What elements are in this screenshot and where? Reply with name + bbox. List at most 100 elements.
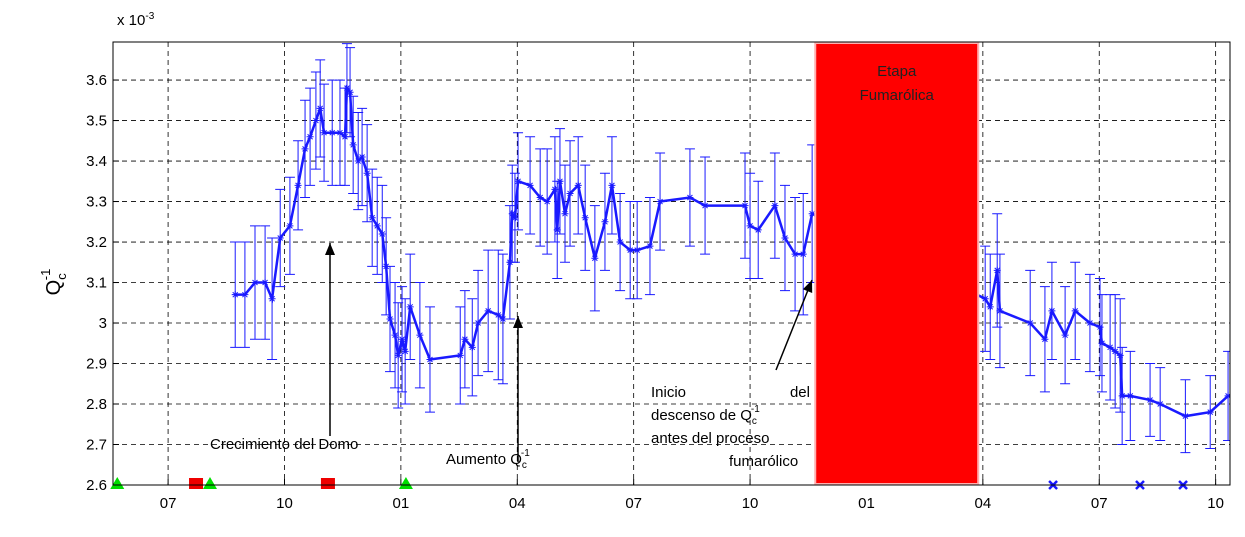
y-tick-label: 3.6 xyxy=(86,72,107,89)
data-point xyxy=(1106,343,1114,351)
annotation: fumarólico xyxy=(729,453,798,470)
x-tick-label: 01 xyxy=(858,495,875,512)
exponent-base: x 10 xyxy=(117,12,145,29)
data-point xyxy=(566,189,574,197)
event-triangle xyxy=(202,477,217,489)
x-tick-label: 10 xyxy=(1207,495,1224,512)
data-point xyxy=(378,230,386,238)
x-tick-label: 10 xyxy=(276,495,293,512)
data-point xyxy=(354,157,362,165)
annotation-base: Aumento Q xyxy=(446,451,522,468)
arrow-head xyxy=(802,280,813,293)
y-tick-label: 3.3 xyxy=(86,194,107,211)
data-point xyxy=(382,262,390,270)
data-point xyxy=(261,279,269,287)
data-point xyxy=(1041,335,1049,343)
data-point xyxy=(386,315,394,323)
y-tick-label: 3.4 xyxy=(86,153,107,170)
data-point xyxy=(996,307,1004,315)
annotation: antes del proceso xyxy=(651,430,769,447)
x-tick-label: 04 xyxy=(975,495,992,512)
data-point xyxy=(468,343,476,351)
data-point xyxy=(391,331,399,339)
data-point xyxy=(474,319,482,327)
data-point xyxy=(1224,392,1230,400)
data-point xyxy=(1026,319,1034,327)
data-point xyxy=(561,210,569,218)
data-point xyxy=(1116,351,1124,359)
data-point xyxy=(1098,339,1106,347)
data-point xyxy=(1086,319,1094,327)
data-point xyxy=(328,129,336,137)
ylabel-sup: -1 xyxy=(38,269,53,281)
data-point xyxy=(526,181,534,189)
data-point xyxy=(341,133,349,141)
plot xyxy=(230,43,1230,454)
ylabel-base: Q xyxy=(43,280,65,296)
data-point xyxy=(1126,392,1134,400)
data-point xyxy=(608,181,616,189)
annotation-sup: -1 xyxy=(751,404,760,415)
data-point xyxy=(553,226,561,234)
data-point xyxy=(701,202,709,210)
event-triangle xyxy=(110,477,125,489)
data-point xyxy=(456,351,464,359)
data-point xyxy=(626,246,634,254)
data-point xyxy=(781,234,789,242)
data-point xyxy=(986,303,994,311)
data-point xyxy=(993,266,1001,274)
data-point xyxy=(294,181,302,189)
data-point xyxy=(312,117,320,125)
data-point xyxy=(336,129,344,137)
data-point xyxy=(808,210,816,218)
annotation: descenso de Qc-1 xyxy=(651,404,760,427)
data-point xyxy=(741,202,749,210)
y-tick-label: 3.2 xyxy=(86,234,107,251)
data-point xyxy=(1061,331,1069,339)
data-point xyxy=(363,169,371,177)
annotation-sup: -1 xyxy=(521,448,530,459)
y-tick-label: 3.5 xyxy=(86,113,107,130)
data-point xyxy=(646,242,654,250)
annotation: del xyxy=(790,384,810,401)
y-tick-label: 2.8 xyxy=(86,396,107,413)
data-point xyxy=(316,104,324,112)
data-point xyxy=(484,307,492,315)
arrow-head xyxy=(325,243,335,255)
annotation-base: descenso de Q xyxy=(651,407,752,424)
data-point xyxy=(406,303,414,311)
data-point xyxy=(514,177,522,185)
event-square xyxy=(320,478,335,489)
data-point xyxy=(401,347,409,355)
data-point xyxy=(574,181,582,189)
data-point xyxy=(536,193,544,201)
data-point xyxy=(368,214,376,222)
data-point xyxy=(511,214,519,222)
shaded-region xyxy=(814,42,980,485)
data-point xyxy=(320,129,328,137)
region-label: Etapa xyxy=(877,63,917,80)
annotation: Crecimiento del Domo xyxy=(210,436,358,453)
data-point xyxy=(581,214,589,222)
data-point xyxy=(416,331,424,339)
data-point xyxy=(1096,323,1104,331)
data-point xyxy=(686,193,694,201)
event-triangle xyxy=(398,477,413,489)
data-point xyxy=(1156,400,1164,408)
y-axis-label: Qc-1 xyxy=(38,269,69,296)
data-point xyxy=(543,198,551,206)
data-point xyxy=(499,315,507,323)
x-tick-label: 04 xyxy=(509,495,526,512)
data-point xyxy=(656,198,664,206)
annotation: Inicio xyxy=(651,384,686,401)
data-point xyxy=(394,351,402,359)
data-point xyxy=(346,88,354,96)
data-point xyxy=(494,311,502,319)
data-point xyxy=(616,238,624,246)
data-point xyxy=(791,250,799,258)
data-point xyxy=(461,335,469,343)
data-point xyxy=(506,258,514,266)
data-point xyxy=(601,218,609,226)
x-tick-label: 10 xyxy=(742,495,759,512)
